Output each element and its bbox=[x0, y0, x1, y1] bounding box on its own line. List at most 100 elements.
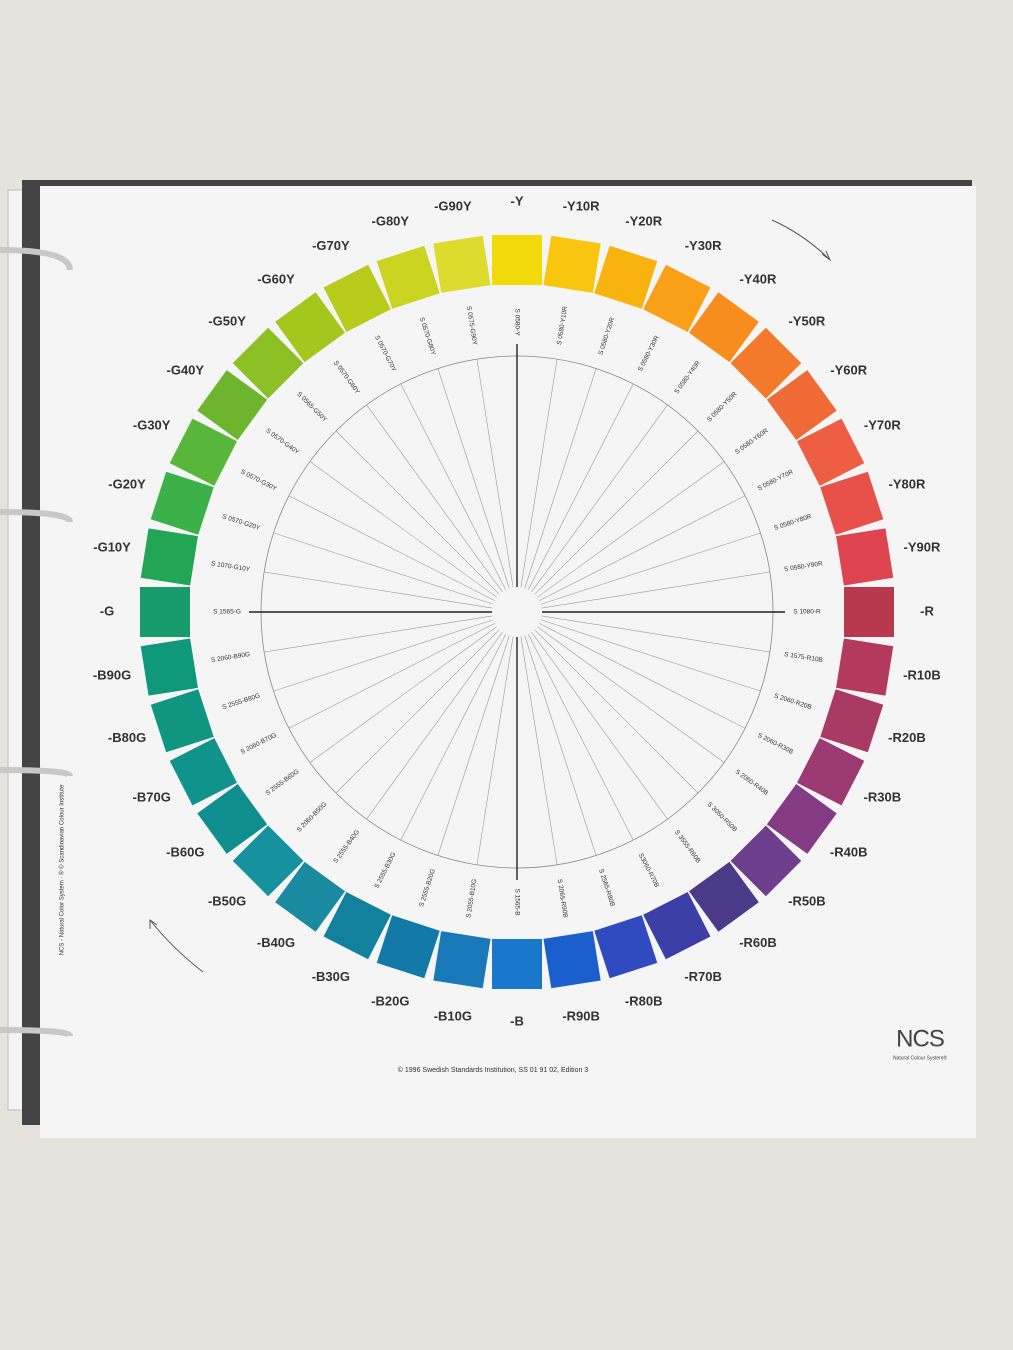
logo-mark: NCS bbox=[896, 1025, 944, 1052]
swatch bbox=[766, 783, 837, 854]
hue-label: -Y20R bbox=[625, 214, 662, 229]
spoke bbox=[309, 461, 497, 598]
spoke bbox=[524, 368, 597, 589]
hue-label: -R50B bbox=[788, 893, 826, 908]
hue-label: -G20Y bbox=[108, 477, 146, 492]
swatch bbox=[376, 245, 440, 309]
swatch bbox=[140, 587, 190, 637]
spoke bbox=[288, 495, 495, 601]
swatch bbox=[232, 825, 304, 897]
hue-label: -G60Y bbox=[257, 272, 295, 287]
hue-label: -Y70R bbox=[864, 417, 901, 432]
ring bbox=[0, 509, 73, 524]
swatch-code: S 1565-B bbox=[513, 888, 520, 915]
swatch bbox=[594, 245, 658, 309]
hue-label: -R20B bbox=[888, 730, 926, 745]
ring bbox=[0, 767, 73, 778]
hue-label: -B80G bbox=[108, 730, 146, 745]
arrow-head bbox=[821, 250, 832, 262]
spoke bbox=[539, 623, 746, 729]
hue-label: -Y30R bbox=[685, 238, 722, 253]
hue-label: -B bbox=[510, 1013, 524, 1028]
spoke bbox=[540, 619, 761, 692]
spoke bbox=[534, 629, 699, 794]
swatch bbox=[140, 638, 198, 696]
swatch bbox=[836, 638, 894, 696]
swatch bbox=[820, 471, 884, 535]
spoke bbox=[476, 636, 514, 865]
logo-name: Natural Colour System® bbox=[893, 1054, 947, 1061]
hue-label: -G50Y bbox=[208, 314, 246, 329]
hue-label: -B40G bbox=[257, 935, 295, 950]
copyright: © 1996 Swedish Standards Institution, SS… bbox=[398, 1066, 588, 1074]
spoke bbox=[273, 532, 494, 605]
spoke bbox=[476, 359, 514, 588]
swatch bbox=[797, 738, 865, 806]
swatch bbox=[543, 235, 601, 293]
swatch-code: S 1080-R bbox=[793, 609, 821, 616]
spoke bbox=[537, 626, 725, 763]
hue-label: -G10Y bbox=[93, 539, 131, 554]
hue-label: -R90B bbox=[562, 1008, 600, 1023]
spoke bbox=[541, 571, 770, 609]
swatch bbox=[169, 418, 237, 486]
spoke bbox=[437, 635, 510, 856]
swatch bbox=[543, 931, 601, 989]
spoke bbox=[528, 634, 634, 841]
hue-label: -B50G bbox=[208, 893, 246, 908]
hue-label: -B20G bbox=[371, 993, 409, 1008]
hue-label: -Y80R bbox=[889, 477, 926, 492]
spoke bbox=[520, 636, 558, 865]
swatch-code: S 0580-Y bbox=[513, 308, 520, 336]
spoke bbox=[537, 461, 725, 598]
hue-label: -B10G bbox=[434, 1008, 472, 1023]
arrow bbox=[771, 219, 831, 261]
swatch-code: S 1565-G bbox=[213, 609, 241, 616]
hue-label: -Y60R bbox=[830, 362, 867, 377]
hue-label: -B30G bbox=[312, 969, 350, 984]
swatch bbox=[797, 418, 865, 486]
swatch bbox=[766, 370, 837, 441]
swatch bbox=[140, 528, 198, 586]
hue-label: -G80Y bbox=[372, 214, 410, 229]
spoke bbox=[541, 615, 770, 653]
swatch bbox=[492, 235, 542, 285]
swatch bbox=[730, 825, 802, 897]
spoke bbox=[288, 623, 495, 729]
swatch bbox=[197, 370, 268, 441]
hue-label: -Y90R bbox=[904, 539, 941, 554]
spoke bbox=[539, 495, 746, 601]
spoke bbox=[335, 629, 500, 794]
hue-label: -R80B bbox=[625, 993, 663, 1008]
hue-label: -R bbox=[920, 603, 934, 618]
hue-label: -G bbox=[100, 603, 114, 618]
spoke bbox=[309, 626, 497, 763]
hue-label: -G70Y bbox=[312, 238, 350, 253]
hue-label: -B60G bbox=[166, 844, 204, 859]
swatch bbox=[150, 689, 214, 753]
spoke bbox=[273, 619, 494, 692]
spoke bbox=[400, 383, 506, 590]
swatch bbox=[323, 892, 391, 960]
spoke bbox=[531, 632, 668, 820]
swatch bbox=[492, 939, 542, 989]
spoke bbox=[400, 634, 506, 841]
swatch bbox=[169, 738, 237, 806]
spoke bbox=[366, 404, 503, 592]
swatch bbox=[150, 471, 214, 535]
spoke bbox=[524, 635, 597, 856]
swatch bbox=[836, 528, 894, 586]
ring bbox=[0, 247, 73, 271]
spoke bbox=[534, 430, 699, 595]
spoke bbox=[264, 615, 493, 653]
hue-label: -G40Y bbox=[167, 362, 205, 377]
hue-label: -G90Y bbox=[434, 198, 472, 213]
swatch bbox=[844, 587, 894, 637]
swatch bbox=[275, 861, 346, 932]
spoke bbox=[531, 404, 668, 592]
swatch bbox=[688, 861, 759, 932]
side-note: NCS - Natural Color System · ® © Scandin… bbox=[59, 784, 66, 955]
swatch bbox=[643, 264, 711, 332]
